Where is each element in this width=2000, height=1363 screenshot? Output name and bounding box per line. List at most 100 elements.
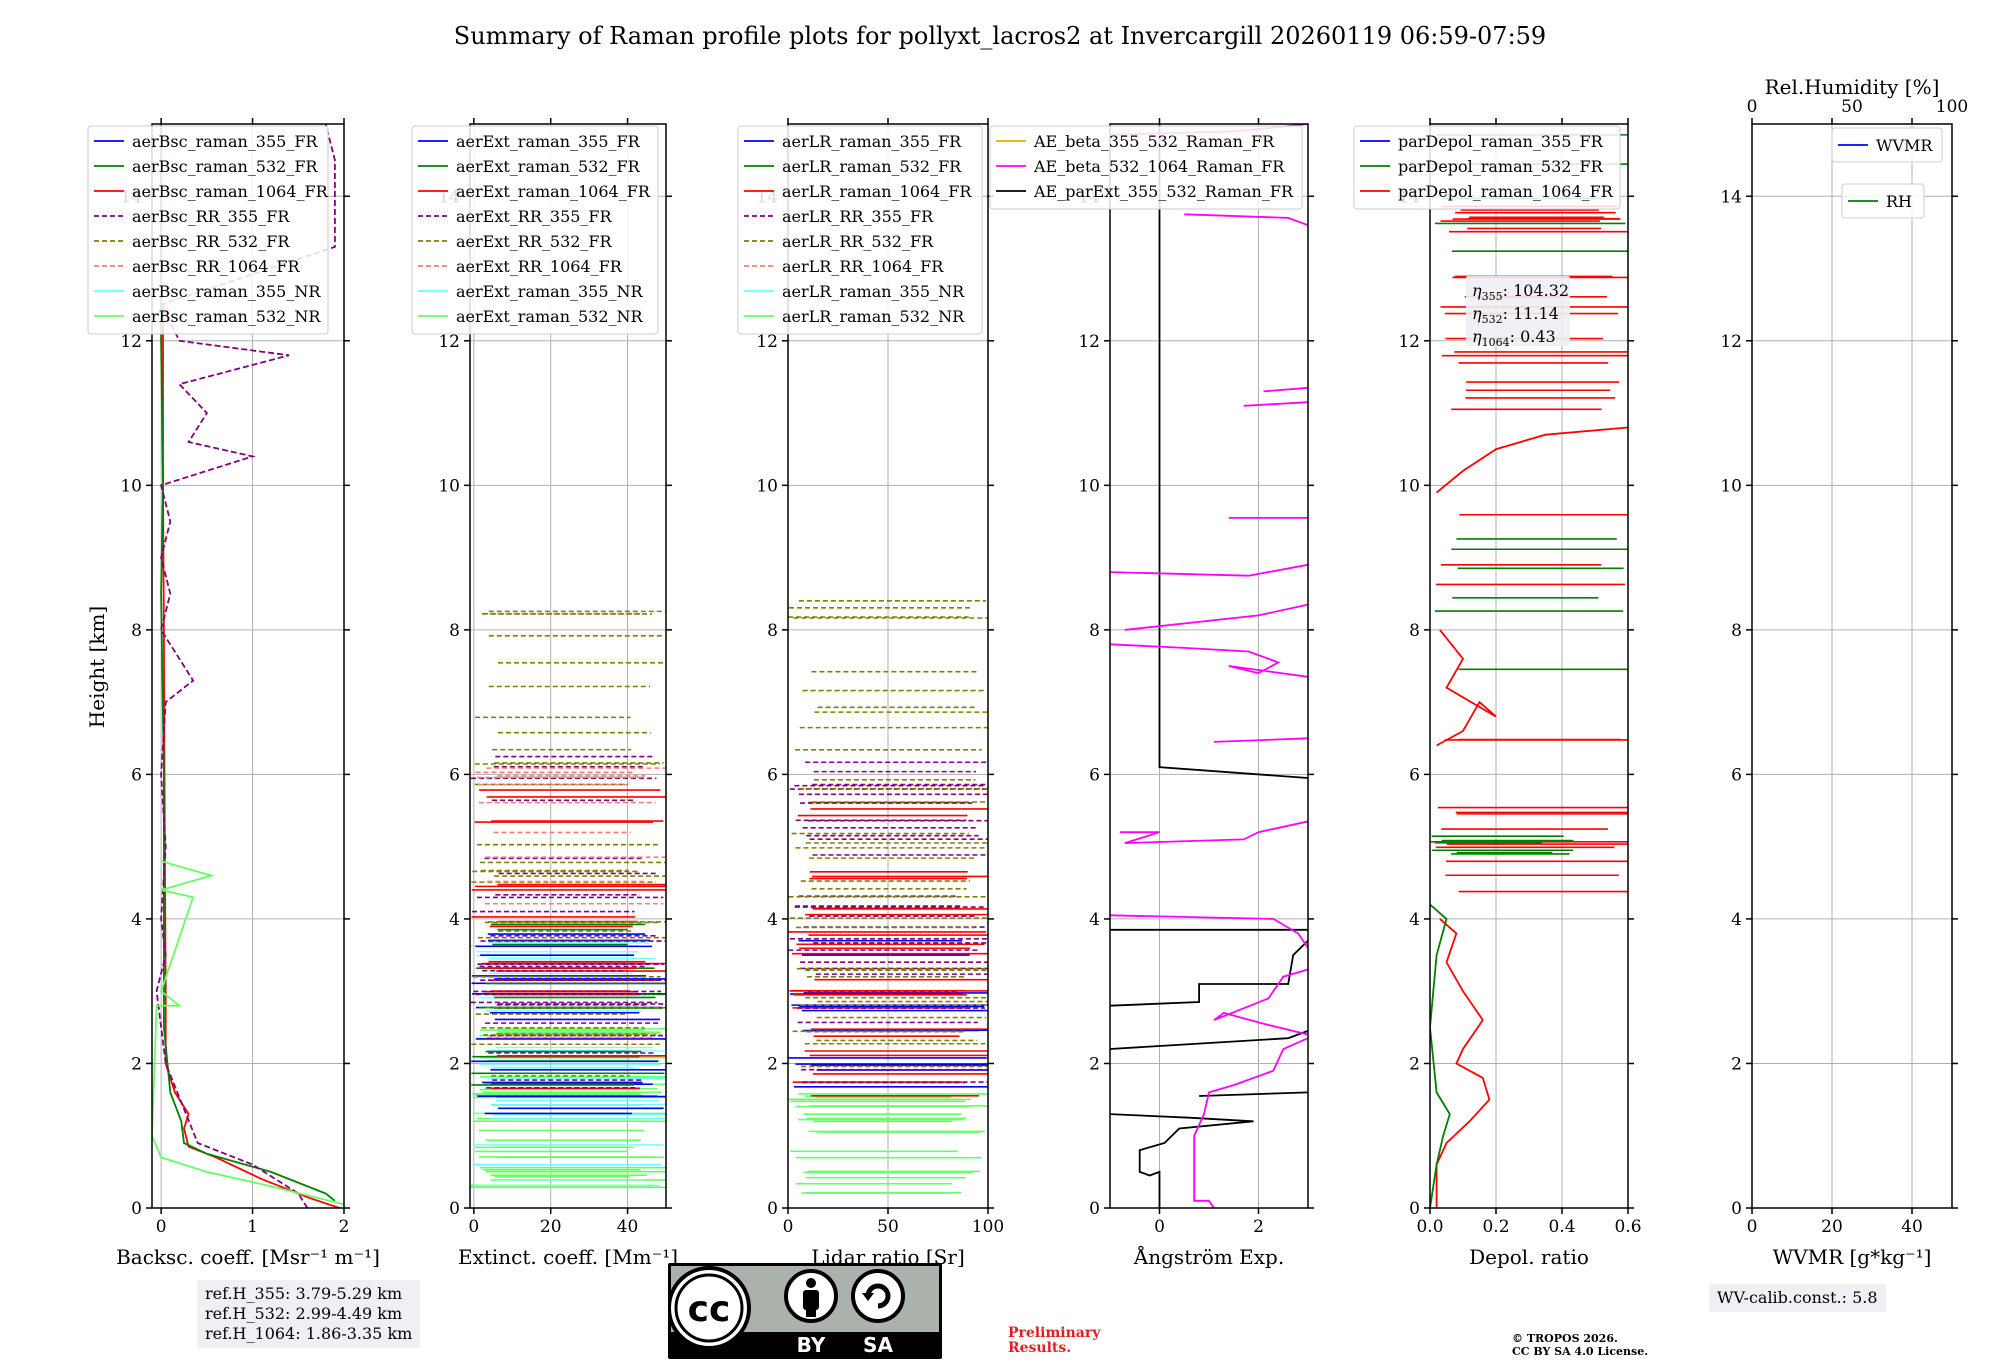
panel-ang: 0246810121402Ångström Exp.AE_beta_355_53… xyxy=(989,118,1314,1269)
top-x-axis-label: Rel.Humidity [%] xyxy=(1765,75,1940,99)
x-tick-label: 2 xyxy=(1253,1217,1264,1237)
legend-box xyxy=(989,125,1303,210)
x-tick-label: 40 xyxy=(617,1217,639,1237)
legend-label: aerBsc_raman_532_FR xyxy=(132,157,318,176)
y-tick-label: 0 xyxy=(1089,1199,1100,1219)
series-AE_beta_532_1064_Raman_FR xyxy=(1110,643,1308,678)
x-axis-label: Depol. ratio xyxy=(1469,1245,1589,1269)
series-AE_beta_532_1064_Raman_FR xyxy=(1110,563,1308,577)
copyright-note: © TROPOS 2026. CC BY SA 4.0 License. xyxy=(1512,1332,1648,1358)
chart-title: Summary of Raman profile plots for polly… xyxy=(454,22,1546,50)
cc-logo-text: cc xyxy=(688,1289,731,1330)
y-tick-label: 4 xyxy=(1409,910,1420,930)
legend-label: aerExt_RR_532_FR xyxy=(456,232,613,251)
legend-label: aerLR_raman_1064_FR xyxy=(782,182,972,201)
y-tick-label: 12 xyxy=(1398,332,1420,352)
series-parDepol_raman_1064_FR xyxy=(1435,918,1491,1208)
legend-box xyxy=(87,125,329,335)
axes-frame xyxy=(469,123,667,1209)
reference-height-box: ref.H_355: 3.79-5.29 km ref.H_532: 2.99-… xyxy=(197,1280,421,1348)
legend-label: aerBsc_raman_355_NR xyxy=(132,282,321,301)
series-AE_beta_532_1064_Raman_FR xyxy=(1124,603,1308,631)
legend-box xyxy=(411,125,659,335)
y-tick-label: 0 xyxy=(131,1199,142,1219)
y-tick-label: 6 xyxy=(449,765,460,785)
y-tick-label: 12 xyxy=(438,332,460,352)
series-AE_beta_532_1064_Raman_FR xyxy=(1184,213,1308,227)
sa-share-alike-icon xyxy=(851,1269,905,1323)
legend-label: AE_parExt_355_532_Raman_FR xyxy=(1033,182,1294,201)
legend-label: aerBsc_raman_355_FR xyxy=(132,132,318,151)
series-AE_beta_532_1064_Raman_FR xyxy=(1110,914,1308,949)
series-AE_beta_532_1064_Raman_FR xyxy=(1193,1037,1308,1208)
y-tick-label: 10 xyxy=(1720,476,1742,496)
y-tick-label: 4 xyxy=(1731,910,1742,930)
top-x-tick-label: 50 xyxy=(1841,97,1863,117)
y-tick-label: 4 xyxy=(767,910,778,930)
series-parDepol_raman_1064_FR xyxy=(1436,629,1497,747)
x-tick-label: 0 xyxy=(468,1217,479,1237)
y-tick-label: 10 xyxy=(1398,476,1420,496)
series-aerBsc_raman_532_NR xyxy=(152,860,344,1206)
series-AE_parExt_355_532_Raman_FR xyxy=(1110,1030,1308,1050)
y-tick-label: 6 xyxy=(1409,765,1420,785)
series-AE_beta_532_1064_Raman_FR xyxy=(1243,401,1308,407)
x-tick-label: 0.2 xyxy=(1482,1217,1509,1237)
legend-label: aerExt_raman_532_NR xyxy=(456,307,644,326)
legend-bsc: aerBsc_raman_355_FR aerBsc_raman_532_FRae… xyxy=(87,125,329,335)
x-tick-label: 20 xyxy=(540,1217,562,1237)
legend-label: parDepol_raman_355_FR xyxy=(1398,132,1604,151)
legend-label: aerLR_raman_355_NR xyxy=(782,282,965,301)
legend-box xyxy=(1831,127,1943,163)
axes-frame xyxy=(1109,123,1309,1209)
copyright-line-2: CC BY SA 4.0 License. xyxy=(1512,1345,1649,1358)
preliminary-line-1: Preliminary xyxy=(1008,1325,1101,1341)
x-tick-label: 2 xyxy=(339,1217,350,1237)
y-tick-label: 6 xyxy=(1089,765,1100,785)
series-AE_beta_532_1064_Raman_FR xyxy=(1213,968,1308,1036)
legend-label: aerExt_RR_355_FR xyxy=(456,207,613,226)
legend-lr: aerLR_raman_355_FR aerLR_raman_532_FR aerL… xyxy=(737,125,983,335)
y-tick-label: 8 xyxy=(1731,621,1742,641)
series-aerBsc_raman_1064_FR xyxy=(162,304,340,1208)
series-AE_parExt_355_532_Raman_FR xyxy=(1199,1091,1308,1097)
legend-label: aerLR_RR_532_FR xyxy=(782,232,934,251)
plot-area-depol xyxy=(1430,134,1628,1208)
x-tick-label: 0 xyxy=(1747,1217,1758,1237)
legend-label: aerBsc_RR_355_FR xyxy=(132,207,290,226)
x-tick-label: 1 xyxy=(247,1217,258,1237)
y-tick-label: 8 xyxy=(1089,621,1100,641)
series-parDepol_raman_1064_FR xyxy=(1436,426,1628,494)
y-tick-label: 0 xyxy=(767,1199,778,1219)
wv-calibration-box: WV-calib.const.: 5.8 xyxy=(1709,1284,1886,1312)
x-tick-label: 50 xyxy=(877,1217,899,1237)
axes-frame xyxy=(1429,123,1629,1209)
legend-label: aerExt_raman_355_FR xyxy=(456,132,641,151)
legend-label: aerBsc_raman_532_NR xyxy=(132,307,321,326)
x-tick-label: 0 xyxy=(783,1217,794,1237)
y-tick-label: 2 xyxy=(1409,1054,1420,1074)
cc-by-sa-logo: cc BY SA xyxy=(667,1263,942,1359)
legend-label: aerBsc_raman_1064_FR xyxy=(132,182,329,201)
y-axis-label: Height [km] xyxy=(85,606,109,728)
x-tick-label: 0.4 xyxy=(1548,1217,1575,1237)
legend-depol: parDepol_raman_355_FR parDepol_raman_532_… xyxy=(1353,125,1621,210)
legend-box xyxy=(1353,125,1621,210)
x-tick-label: 20 xyxy=(1821,1217,1843,1237)
series-AE_parExt_355_532_Raman_FR xyxy=(1110,1113,1254,1208)
eta-label: η532: 11.14 xyxy=(1472,304,1559,326)
x-axis-label: WVMR [g*kg⁻¹] xyxy=(1773,1245,1932,1269)
plot-area-ext xyxy=(470,610,666,1189)
x-tick-label: 0 xyxy=(156,1217,167,1237)
copyright-line-1: © TROPOS 2026. xyxy=(1512,1332,1618,1345)
y-tick-label: 12 xyxy=(1720,332,1742,352)
series-AE_beta_532_1064_Raman_FR xyxy=(1119,820,1308,844)
series-AE_beta_532_1064_Raman_FR xyxy=(1263,386,1308,393)
y-tick-label: 4 xyxy=(131,910,142,930)
y-tick-label: 8 xyxy=(1409,621,1420,641)
y-tick-label: 10 xyxy=(756,476,778,496)
eta-label: η355: 104.32 xyxy=(1472,281,1569,303)
plot-area-bsc xyxy=(152,124,344,1208)
y-tick-label: 6 xyxy=(131,765,142,785)
wv-calibration-text: WV-calib.const.: 5.8 xyxy=(1717,1288,1878,1307)
